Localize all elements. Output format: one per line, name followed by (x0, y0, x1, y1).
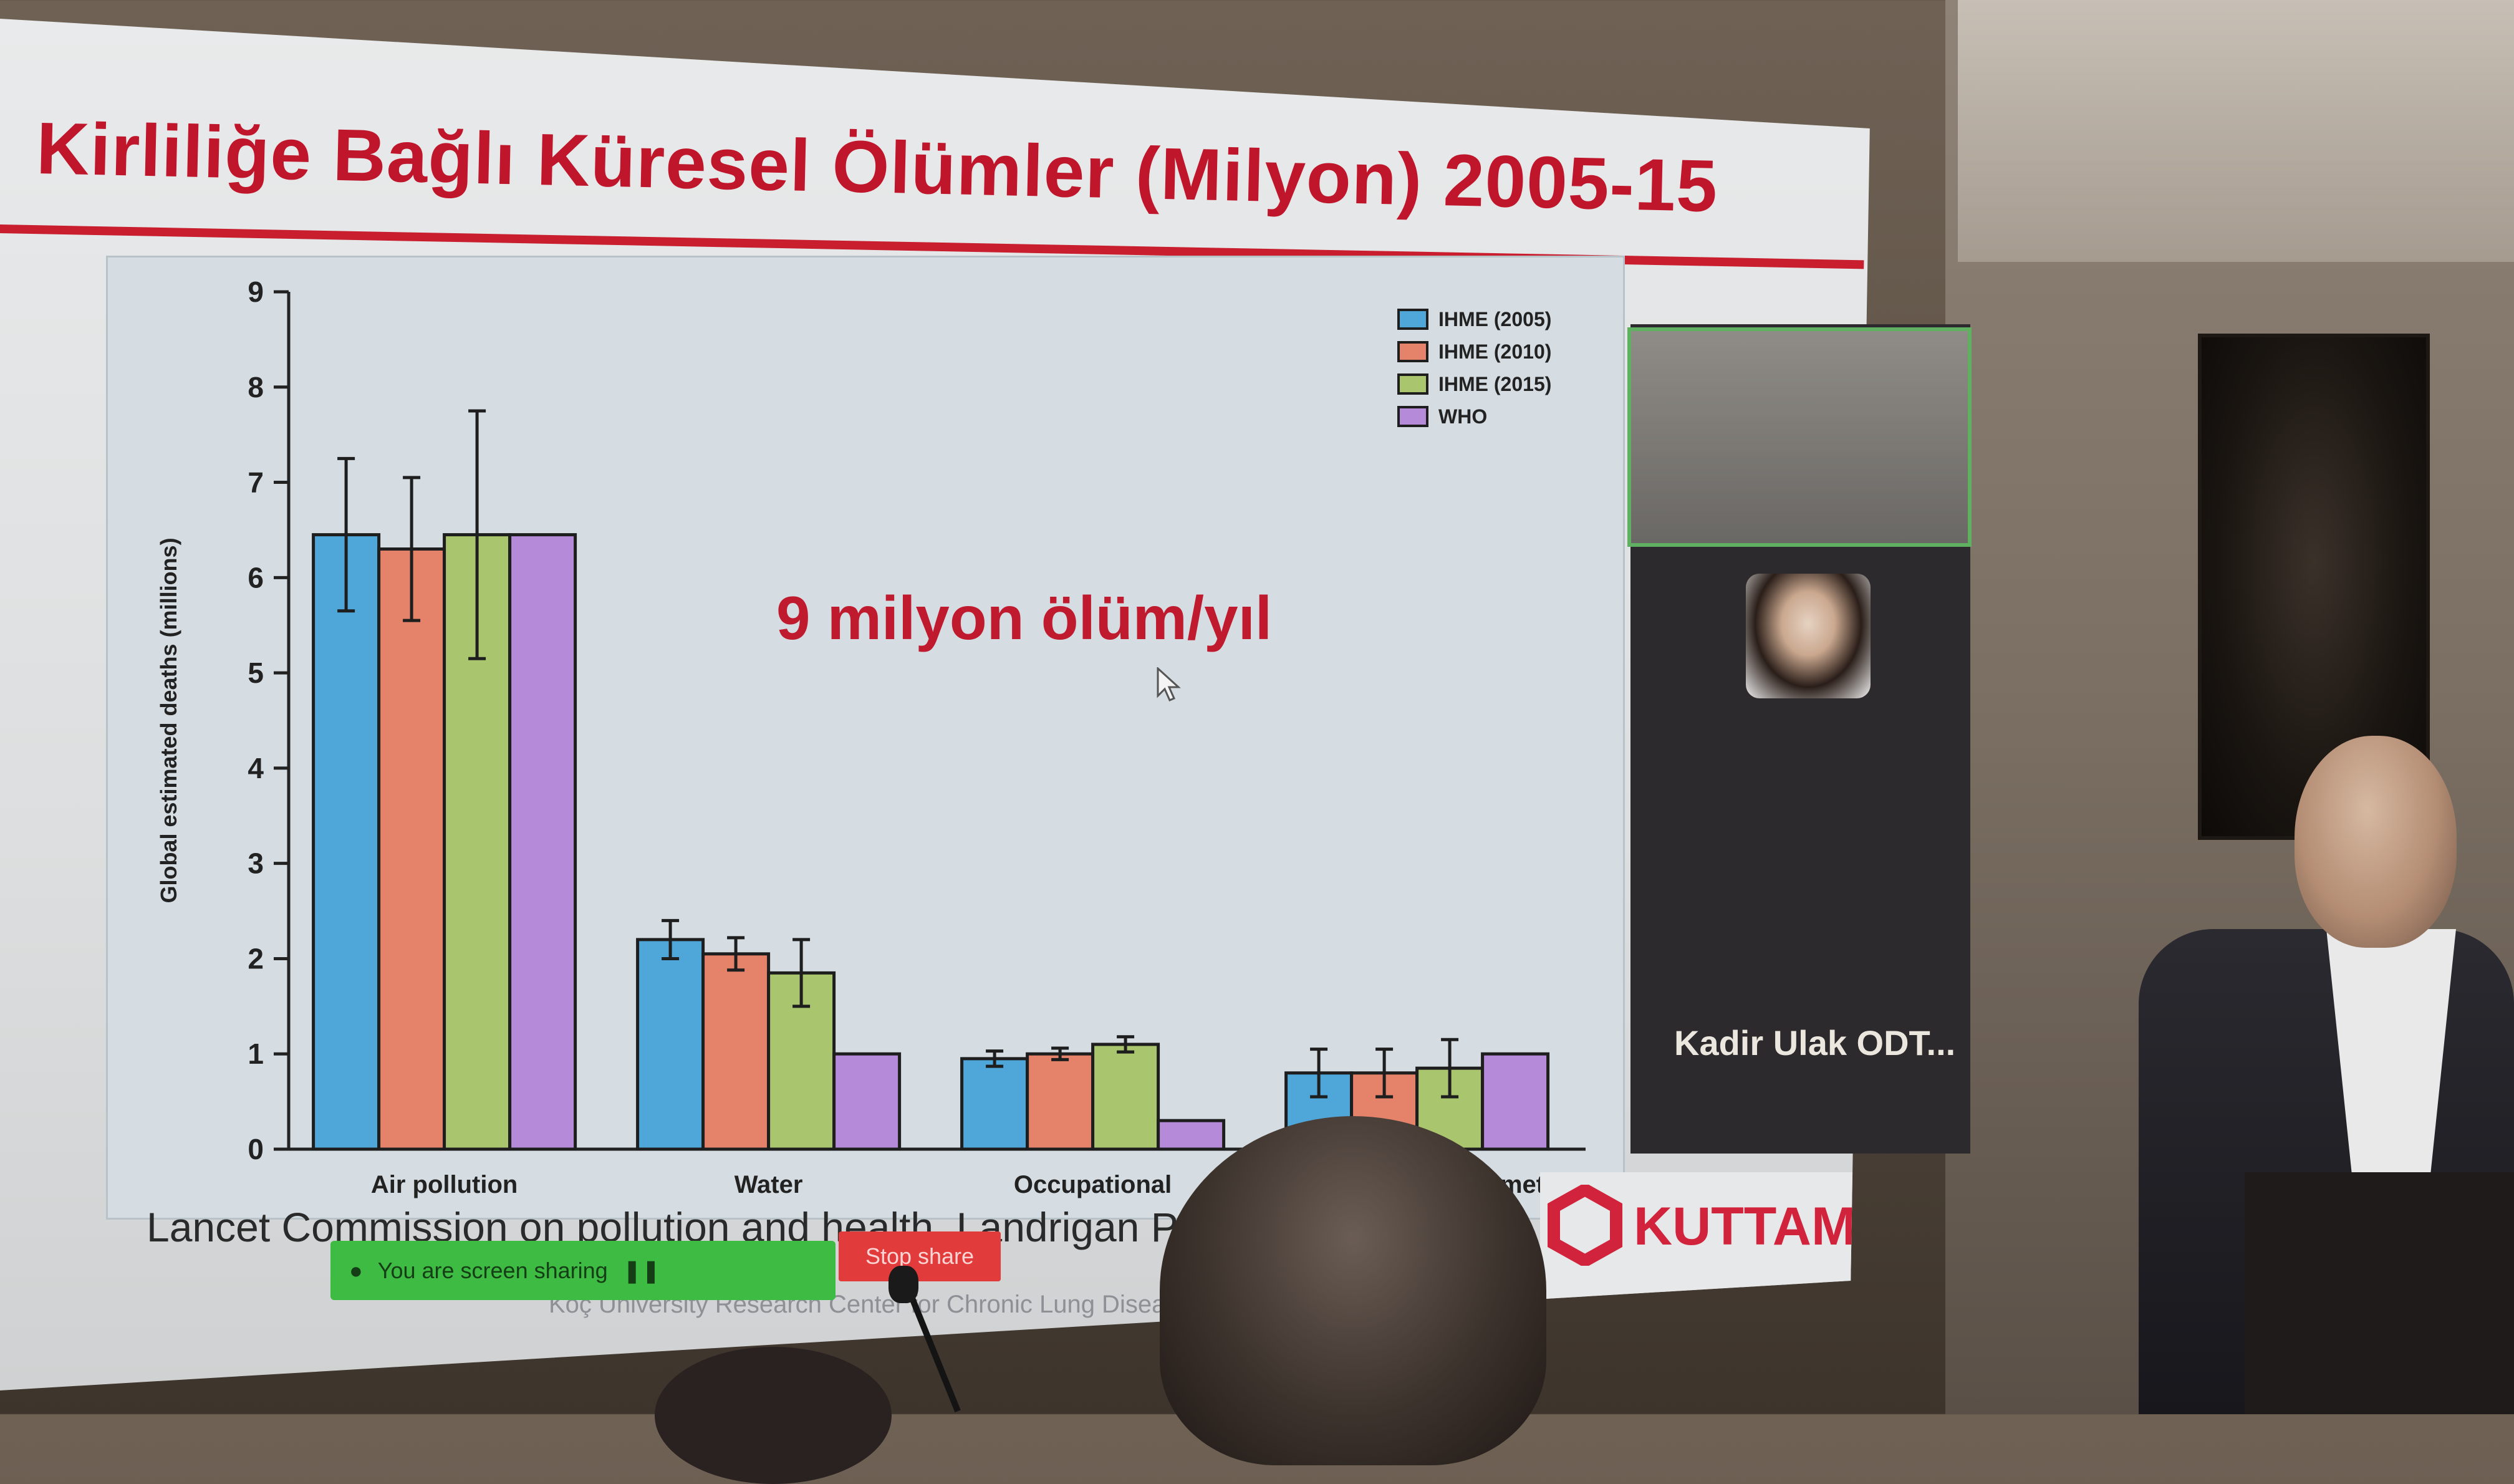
bar (1091, 1043, 1160, 1151)
bar-chart: 0 1 2 3 4 5 6 7 8 9 Global estimated deaths (milli… (156, 276, 1586, 1198)
y-tick-label: 6 (248, 561, 264, 594)
y-tick-label: 0 (248, 1133, 264, 1165)
bar (701, 952, 771, 1151)
legend-label: WHO (1438, 405, 1487, 428)
projected-slide: Kirliliğe Bağlı Küresel Ölümler (Milyon)… (0, 19, 1870, 1390)
legend-label: IHME (2010) (1438, 340, 1551, 363)
stop-share-button[interactable]: Stop share (839, 1231, 1001, 1281)
share-status-icon: ● (349, 1257, 363, 1283)
legend-swatch (1397, 341, 1428, 362)
legend-swatch (1397, 406, 1428, 427)
y-tick-label: 2 (248, 942, 264, 975)
ceiling-panel (1958, 0, 2514, 262)
y-tick-label: 9 (248, 276, 264, 308)
logo-wordmark: KUTTAM (1634, 1197, 1856, 1256)
y-tick-label: 3 (248, 847, 264, 880)
audience-head-left (655, 1347, 892, 1484)
video-tile-speaker[interactable] (1627, 327, 1972, 547)
participant-avatar (1746, 574, 1871, 698)
slide-title: Kirliliğe Bağlı Küresel Ölümler (Milyon)… (35, 107, 1719, 228)
microphone-icon (889, 1266, 918, 1303)
speaker-head (2295, 736, 2457, 948)
legend-swatch (1397, 309, 1428, 330)
y-axis-label: Global estimated deaths (millions) (156, 537, 181, 903)
bar (1157, 1119, 1226, 1151)
participant-name-kadir: Kadir Ulak ODT... (1674, 1023, 1956, 1062)
bar (312, 533, 381, 1151)
x-tick-label: Air pollution (371, 1171, 518, 1198)
bar (960, 1057, 1029, 1151)
screen-share-bar: ● You are screen sharing ❚❚ (330, 1241, 836, 1300)
legend-swatch (1397, 373, 1428, 395)
x-tick-label: Water (734, 1171, 803, 1198)
y-tick-label: 4 (248, 752, 264, 784)
bar (636, 938, 705, 1151)
y-tick-label: 5 (248, 657, 264, 689)
kuttam-logo: KUTTAM (1540, 1172, 1870, 1309)
bar (1026, 1052, 1095, 1151)
pause-icon[interactable]: ❚❚ (622, 1257, 660, 1283)
bar (508, 533, 577, 1151)
bar (1481, 1052, 1550, 1151)
y-tick-label: 1 (248, 1038, 264, 1070)
y-tick-label: 7 (248, 466, 264, 499)
legend-label: IHME (2005) (1438, 308, 1551, 330)
podium (2245, 1172, 2514, 1414)
audience-head (1160, 1116, 1546, 1465)
bar (832, 1052, 902, 1151)
chart-frame: 0 1 2 3 4 5 6 7 8 9 Global estimated deaths (milli… (106, 256, 1625, 1220)
deaths-callout: 9 milyon ölüm/yıl (776, 584, 1273, 652)
y-tick-label: 8 (248, 371, 264, 403)
x-tick-label: Occupational (1014, 1171, 1172, 1198)
share-status-text: You are screen sharing (377, 1257, 608, 1283)
legend-label: IHME (2015) (1438, 373, 1551, 395)
bar (377, 547, 446, 1151)
mouse-cursor-icon (1157, 667, 1181, 701)
hexagon-logo-icon (1548, 1185, 1622, 1266)
